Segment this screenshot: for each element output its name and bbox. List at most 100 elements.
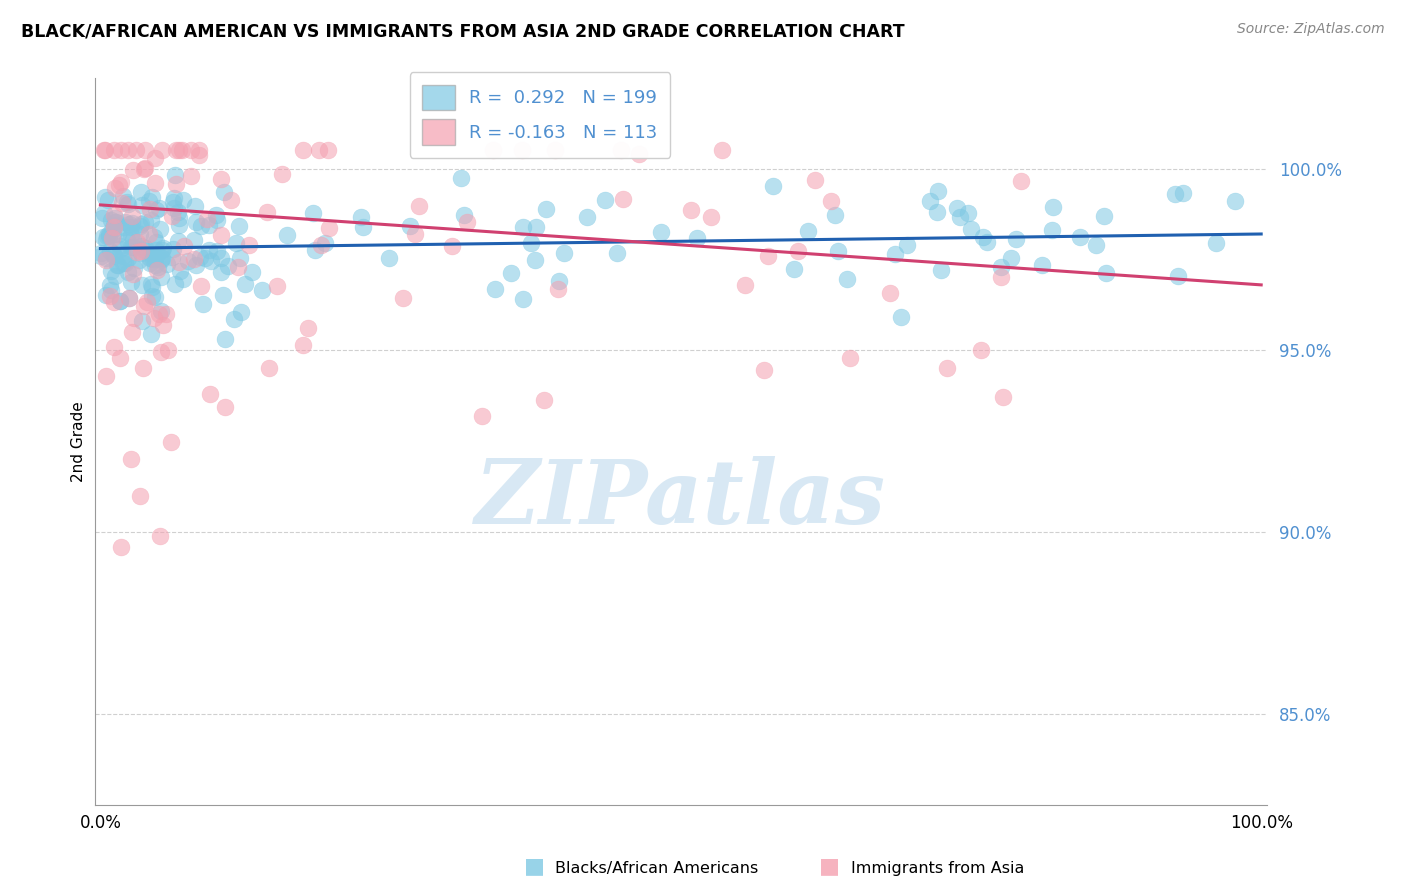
Point bbox=[134, 241, 156, 255]
Point bbox=[139, 252, 162, 266]
Point bbox=[120, 219, 142, 234]
Point bbox=[138, 202, 160, 217]
Point bbox=[122, 260, 145, 275]
Point bbox=[229, 304, 252, 318]
Point bbox=[150, 243, 173, 257]
Point bbox=[1010, 174, 1032, 188]
Point bbox=[211, 228, 233, 243]
Point bbox=[190, 278, 212, 293]
Point bbox=[145, 243, 167, 257]
Point bbox=[117, 144, 139, 158]
Point bbox=[122, 310, 145, 325]
Point bbox=[205, 212, 228, 227]
Point bbox=[155, 307, 177, 321]
Point bbox=[453, 208, 475, 222]
Point bbox=[114, 214, 136, 228]
Point bbox=[105, 258, 128, 272]
Point bbox=[96, 229, 118, 244]
Point bbox=[125, 235, 148, 250]
Point bbox=[96, 233, 118, 247]
Point bbox=[820, 194, 842, 208]
Point bbox=[228, 251, 250, 265]
Point bbox=[165, 168, 187, 182]
Point bbox=[162, 195, 184, 210]
Point bbox=[93, 144, 115, 158]
Point bbox=[115, 195, 138, 210]
Point bbox=[929, 263, 952, 277]
Point bbox=[96, 251, 118, 265]
Point bbox=[134, 161, 156, 176]
Point bbox=[125, 244, 148, 259]
Point bbox=[128, 252, 150, 267]
Text: ■: ■ bbox=[524, 856, 544, 876]
Point bbox=[1223, 194, 1246, 208]
Point bbox=[169, 211, 191, 225]
Point bbox=[169, 264, 191, 278]
Point bbox=[100, 264, 122, 278]
Point bbox=[101, 247, 124, 261]
Point bbox=[103, 219, 125, 233]
Point bbox=[111, 249, 134, 263]
Point bbox=[180, 144, 202, 158]
Point bbox=[183, 252, 205, 266]
Point bbox=[148, 201, 170, 215]
Point bbox=[879, 285, 901, 300]
Point bbox=[150, 304, 173, 318]
Point bbox=[112, 219, 135, 234]
Point bbox=[96, 287, 118, 301]
Point bbox=[111, 189, 134, 203]
Point bbox=[132, 360, 155, 375]
Point bbox=[104, 268, 127, 283]
Point bbox=[824, 208, 846, 222]
Point bbox=[991, 390, 1014, 404]
Point bbox=[146, 263, 169, 277]
Text: ZIPatlas: ZIPatlas bbox=[475, 456, 886, 542]
Point bbox=[167, 144, 190, 158]
Point bbox=[786, 244, 808, 258]
Point bbox=[1069, 230, 1091, 244]
Point bbox=[547, 282, 569, 296]
Point bbox=[191, 297, 214, 311]
Point bbox=[143, 151, 166, 165]
Point bbox=[117, 197, 139, 211]
Point bbox=[524, 220, 547, 235]
Point bbox=[510, 144, 533, 158]
Point bbox=[103, 220, 125, 235]
Point bbox=[212, 288, 235, 302]
Point bbox=[838, 351, 860, 366]
Point bbox=[205, 244, 228, 258]
Point bbox=[177, 253, 200, 268]
Point bbox=[152, 241, 174, 255]
Point bbox=[606, 245, 628, 260]
Point bbox=[145, 203, 167, 218]
Point bbox=[190, 219, 212, 233]
Point bbox=[148, 307, 170, 321]
Point bbox=[103, 144, 125, 158]
Point bbox=[553, 245, 575, 260]
Point bbox=[150, 144, 173, 158]
Point bbox=[782, 262, 804, 277]
Point bbox=[200, 387, 222, 401]
Point bbox=[316, 144, 339, 158]
Point bbox=[141, 190, 163, 204]
Point bbox=[1042, 200, 1064, 214]
Point bbox=[188, 250, 211, 264]
Point bbox=[990, 269, 1012, 284]
Point bbox=[165, 144, 187, 158]
Text: Source: ZipAtlas.com: Source: ZipAtlas.com bbox=[1237, 22, 1385, 37]
Point bbox=[184, 199, 207, 213]
Point bbox=[1164, 186, 1187, 201]
Point bbox=[108, 238, 131, 252]
Point bbox=[104, 215, 127, 229]
Point bbox=[141, 280, 163, 294]
Point bbox=[233, 277, 256, 291]
Point bbox=[172, 271, 194, 285]
Point bbox=[797, 224, 820, 238]
Point bbox=[291, 337, 314, 351]
Point bbox=[110, 294, 132, 309]
Point bbox=[884, 247, 907, 261]
Point bbox=[97, 193, 120, 207]
Point bbox=[593, 193, 616, 207]
Point bbox=[960, 222, 983, 236]
Point bbox=[131, 278, 153, 293]
